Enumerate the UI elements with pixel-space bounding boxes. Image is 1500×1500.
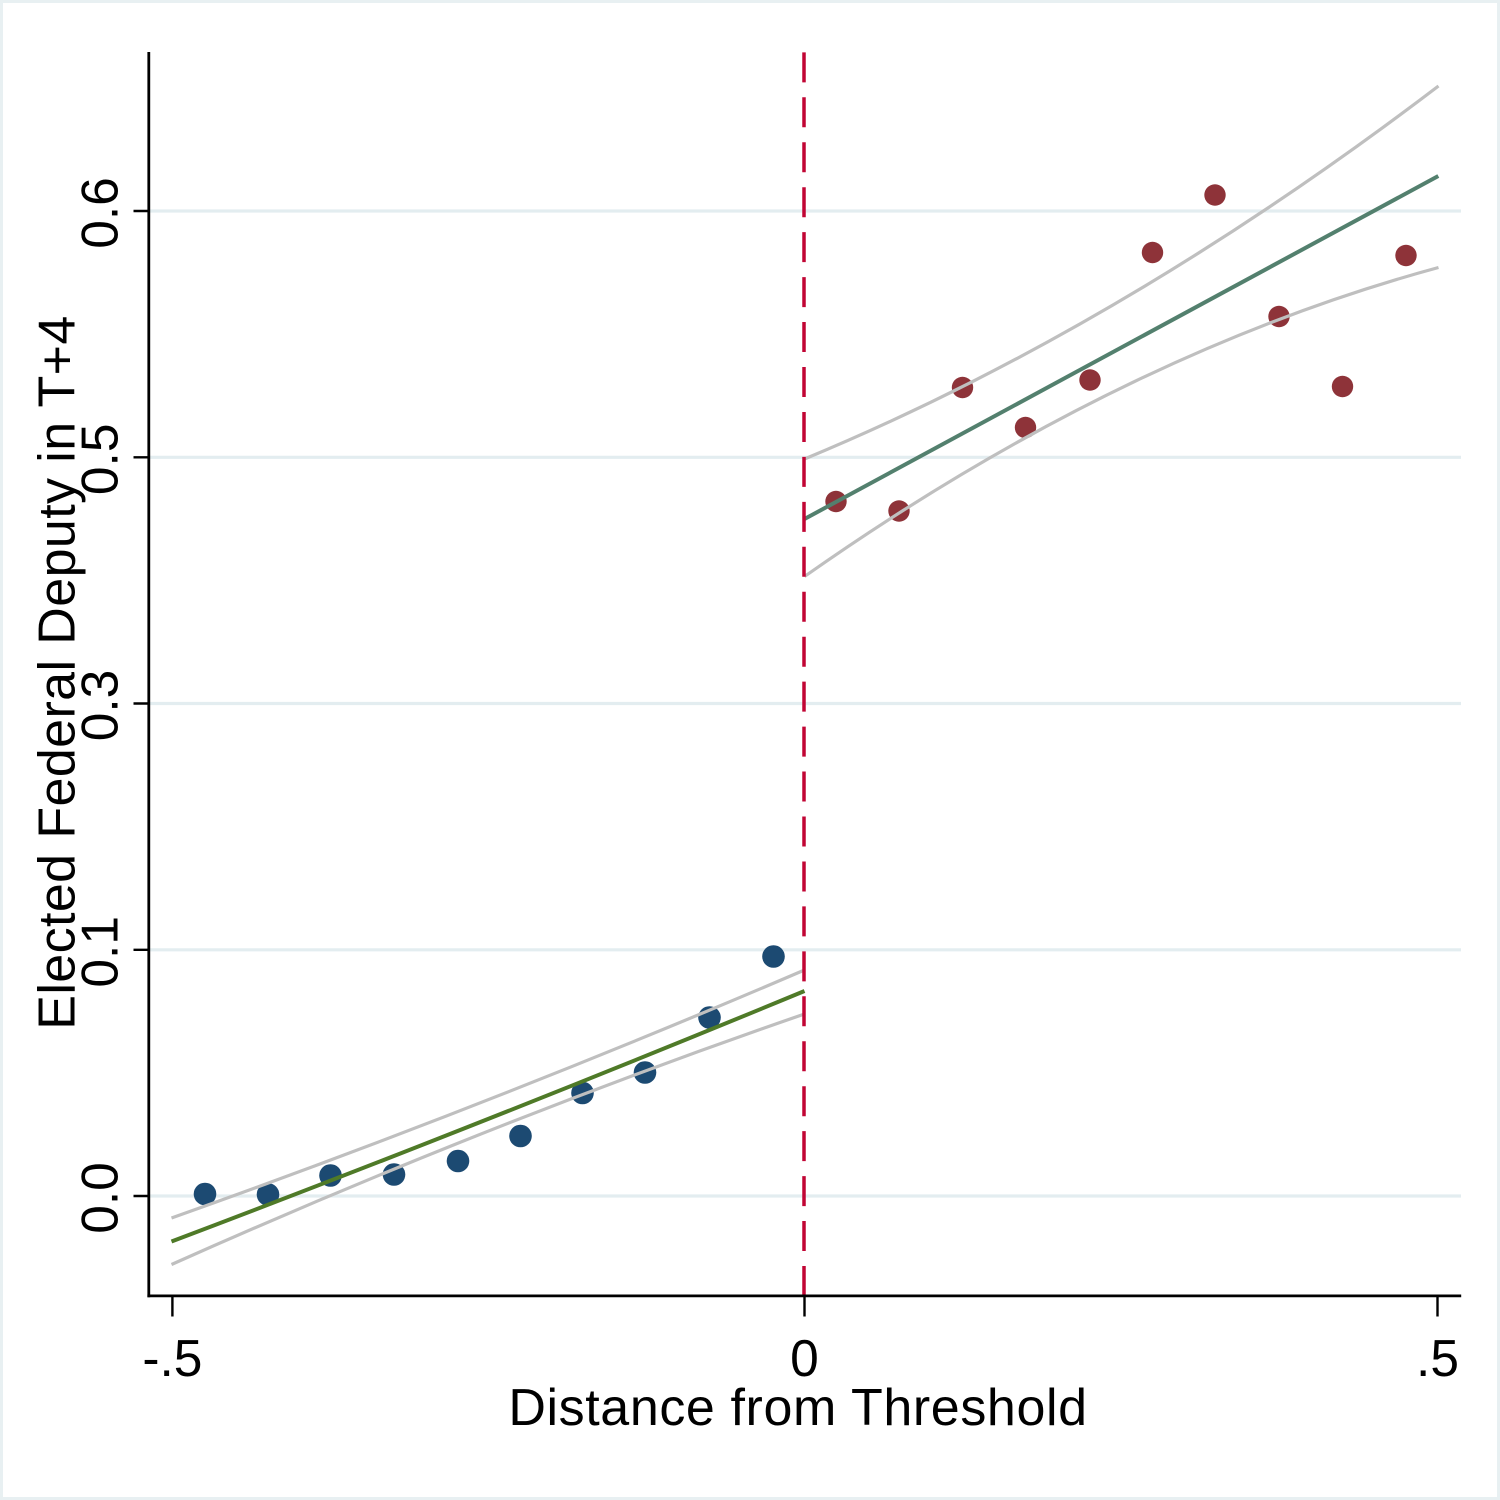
- svg-text:-.5: -.5: [142, 1329, 202, 1387]
- svg-text:0.0: 0.0: [71, 1162, 129, 1234]
- svg-text:Distance from Threshold: Distance from Threshold: [508, 1379, 1087, 1437]
- svg-text:.5: .5: [1416, 1329, 1459, 1387]
- svg-text:0: 0: [790, 1329, 819, 1387]
- svg-text:Elected Federal Deputy in T+4: Elected Federal Deputy in T+4: [29, 315, 87, 1030]
- svg-text:0.1: 0.1: [71, 916, 129, 988]
- svg-text:0.6: 0.6: [71, 177, 129, 249]
- svg-text:0.3: 0.3: [71, 670, 129, 742]
- svg-text:0.5: 0.5: [71, 424, 129, 496]
